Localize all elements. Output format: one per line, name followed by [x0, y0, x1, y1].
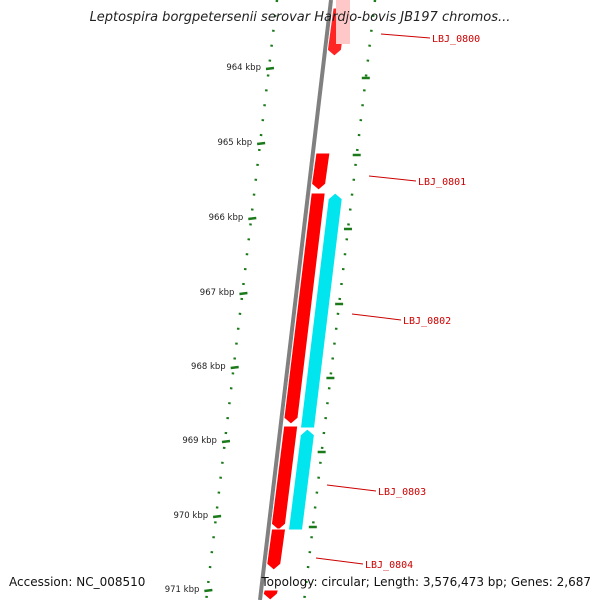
gene-label-line	[351, 313, 402, 321]
gene-label-lbj_0804: LBJ_0804	[365, 560, 413, 571]
scale-tick-mark	[265, 66, 275, 71]
scale-tick-mark	[230, 365, 239, 370]
gene-label-lbj_0801: LBJ_0801	[418, 177, 466, 188]
gene-labels: LBJ_0800 LBJ_0801 LBJ_0802 LBJ_0803 LBJ_0804	[315, 33, 480, 571]
scale-tick-mark	[221, 439, 231, 444]
scale-tick-mark	[248, 216, 257, 221]
gene-label-lbj_0803: LBJ_0803	[378, 487, 426, 498]
scale-tick-label: 964 kbp	[226, 63, 261, 73]
gene-label-line	[380, 33, 431, 39]
genome-backbone	[258, 0, 333, 600]
gene-label-line	[326, 484, 377, 492]
gene-arrow-lbj_0804	[262, 589, 280, 600]
scale-tick-label: 971 kbp	[165, 585, 200, 595]
gene-arrow-lbj_0804	[266, 528, 287, 571]
scale-tick-label: 966 kbp	[209, 213, 244, 223]
scale-tick-label: 965 kbp	[217, 138, 252, 148]
scale-tick-label: 968 kbp	[191, 362, 226, 372]
gene-arrow-lbj_0801	[311, 152, 331, 191]
gene-label-line	[368, 175, 417, 182]
scale-tick-label: 969 kbp	[182, 436, 217, 446]
scale-tick-mark	[256, 141, 266, 146]
gene-features	[262, 0, 350, 600]
map-title: Leptospira borgpetersenii serovar Hardjo…	[89, 10, 511, 25]
scale-tick-mark	[212, 514, 222, 519]
gene-arrow-lbj_0801	[283, 192, 326, 425]
genome-summary-text: Topology: circular; Length: 3,576,473 bp…	[261, 575, 591, 589]
scale-tick-mark	[204, 588, 213, 593]
gene-arrow-lbj_0802	[299, 192, 343, 429]
gene-arrow-faint	[336, 0, 350, 44]
gene-arrow-lbj_0803	[270, 425, 299, 531]
gene-label-line	[315, 557, 364, 565]
gene-label-lbj_0800: LBJ_0800	[432, 34, 480, 45]
accession-text: Accession: NC_008510	[9, 575, 146, 589]
scale-tick-label: 970 kbp	[173, 511, 208, 521]
scale-ticks: 964 kbp 965 kbp 966 kbp 967 kbp 968 kbp 969 k…	[165, 63, 370, 595]
scale-tick-label: 967 kbp	[200, 288, 235, 298]
scale-tick-mark	[239, 291, 248, 296]
gene-arrow-lbj_0802	[287, 428, 315, 531]
gene-label-lbj_0802: LBJ_0802	[403, 316, 451, 327]
